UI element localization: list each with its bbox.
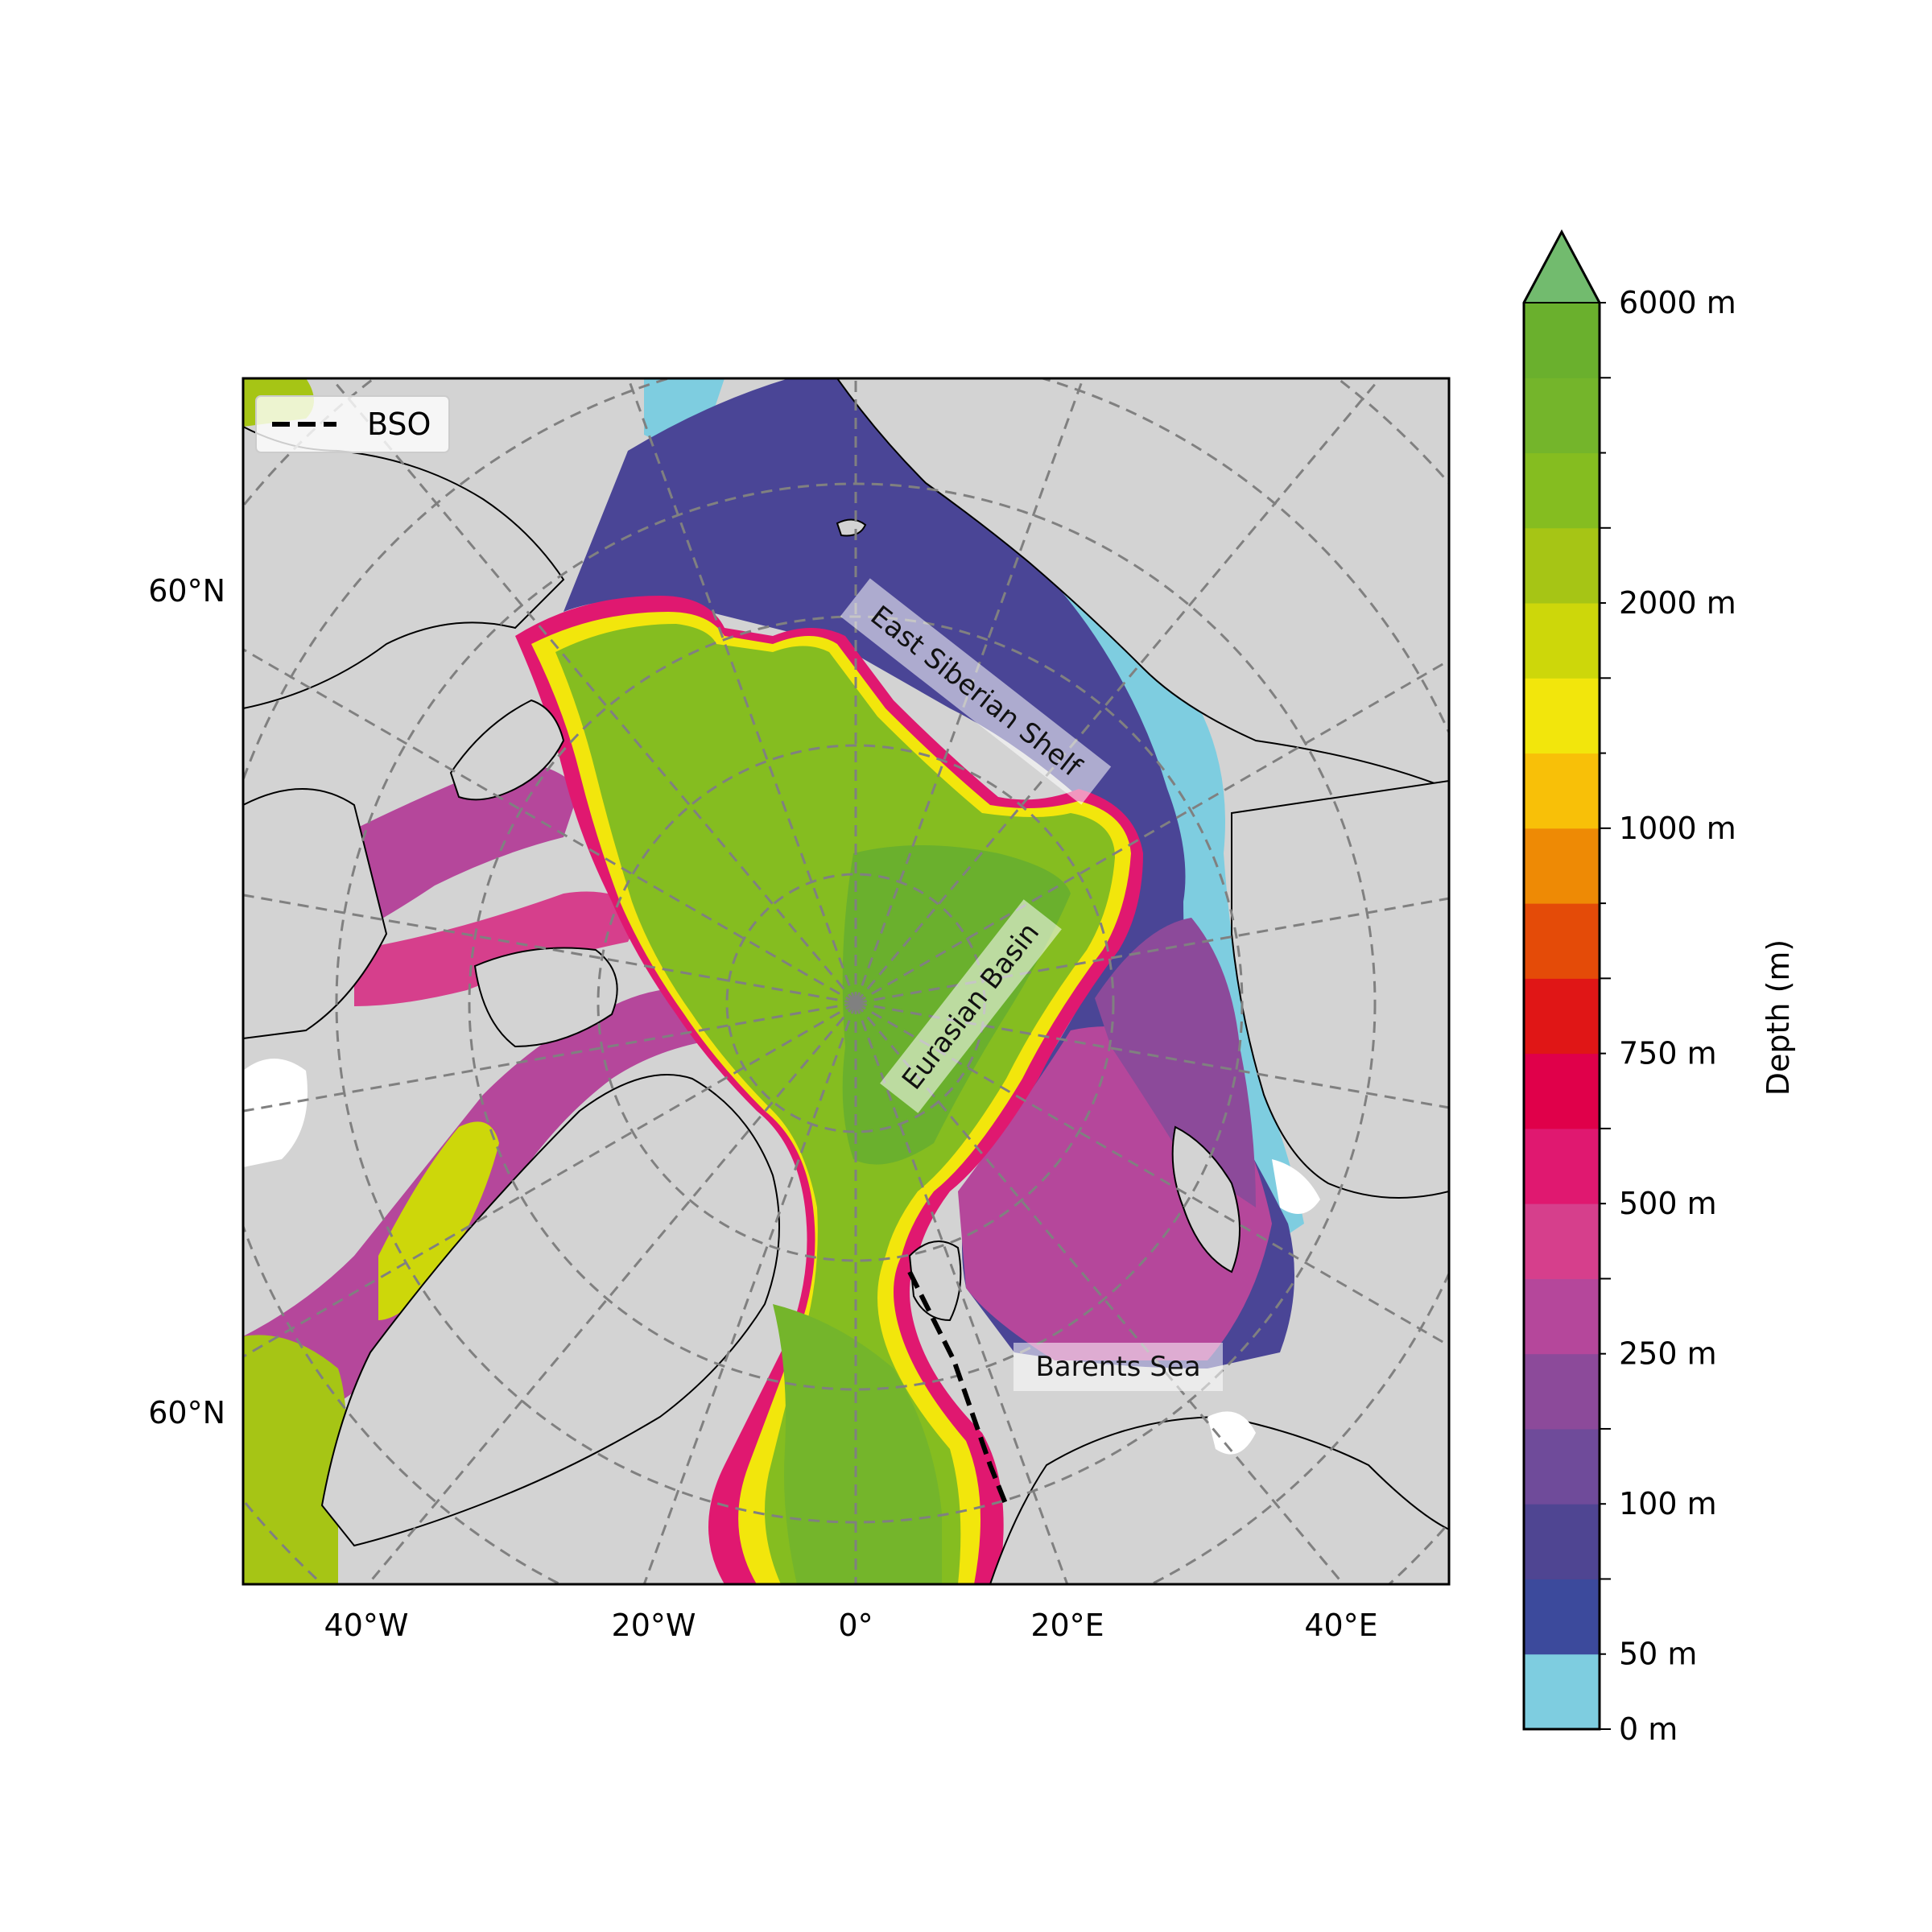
greenland-sea-corner [243,1335,346,1584]
colorbar-ticks: 0 m 50 m 100 m 250 m 500 m 750 m 1000 m 2000 m 6… [1600,285,1736,1747]
colorbar-segment [1524,828,1600,904]
meridian-line [855,1001,1449,1109]
map-frame [242,377,1451,1586]
colorbar-segment [1524,978,1600,1055]
colorbar-segment [1524,452,1600,529]
land-greenland [320,1074,780,1547]
colorbar-title: Depth (m) [1761,939,1796,1096]
deep-basin-south [773,1304,942,1584]
lon-label-20w: 20°W [612,1608,696,1643]
colorbar-segment [1524,378,1600,454]
meridian-line [855,1001,1449,1348]
label-barents-sea: Barents Sea [1013,1343,1223,1391]
colorbar-tick-label: 6000 m [1619,285,1736,320]
land-novaya-zemlya [1171,1125,1241,1274]
colorbar-tick-label: 250 m [1619,1336,1717,1372]
colorbar-segment [1524,1128,1600,1204]
lon-label-40e: 40°E [1304,1608,1377,1643]
legend-bso-label: BSO [367,407,431,442]
land-taymyr [1231,779,1449,1199]
colorbar-segment [1524,1203,1600,1279]
barents-sea-label: Barents Sea [1035,1351,1200,1383]
land-canadian-archipelago [243,788,388,1040]
colorbar-segment [1524,527,1600,604]
lon-label-0: 0° [838,1608,873,1643]
colorbar-tick-label: 0 m [1619,1711,1678,1747]
colorbar-segment [1524,1053,1600,1129]
colorbar-tick-label: 2000 m [1619,585,1736,621]
archipelago-channels-2 [338,763,580,934]
colorbar-extend-arrow [1522,229,1601,303]
colorbar-tick-label: 750 m [1619,1036,1717,1071]
colorbar-tick-label: 100 m [1619,1486,1717,1521]
meridian-line [854,1002,1069,1584]
colorbar-outline [1522,229,1601,1731]
colorbar-segment [1524,1428,1600,1505]
colorbar-segment [1524,1579,1600,1655]
meridian-line [642,1002,857,1584]
colorbar-segment [1524,753,1600,829]
land-siberia [836,378,1449,791]
colorbar-segment [1524,303,1600,378]
land-wrangel [836,518,867,537]
ice-patches [243,1059,1320,1455]
lat-label-top: 60°N [148,573,225,609]
meridian-line [243,647,857,1005]
meridian-line [243,1001,857,1113]
colorbar-tick-label: 50 m [1619,1637,1697,1672]
colorbar-segments [1524,303,1600,1730]
colorbar-tick-label: 500 m [1619,1186,1717,1221]
meridian-line [626,378,857,1004]
colorbar-segment [1524,1278,1600,1355]
colorbar-segment [1524,1653,1600,1730]
colorbar-segment [1524,603,1600,679]
lon-label-40w: 40°W [324,1608,409,1643]
land-banks [473,947,618,1048]
archipelago-channels-3 [354,891,644,1006]
kara-shelf [1095,918,1256,1208]
meridian-line [855,897,1449,1005]
colorbar-segment [1524,1504,1600,1579]
colorbar[interactable]: 0 m 50 m 100 m 250 m 500 m 750 m 1000 m 2000 m 6… [1522,229,1796,1747]
meridian-line [329,378,857,1004]
baffin-bay [378,1121,499,1320]
colorbar-segment [1524,903,1600,979]
colorbar-tick-label: 1000 m [1619,811,1736,846]
meridian-line [854,378,1085,1004]
lon-label-20e: 20°E [1030,1608,1104,1643]
lat-label-bottom: 60°N [148,1395,225,1430]
colorbar-segment [1524,678,1600,754]
legend: BSO [255,395,450,453]
meridian-line [366,1002,857,1584]
meridian-line [243,1001,857,1359]
meridian-line [243,894,857,1005]
colorbar-segment [1524,1353,1600,1430]
meridian-line [854,1002,1345,1584]
land-ellesmere [449,699,565,801]
meridian-line [854,378,1382,1004]
